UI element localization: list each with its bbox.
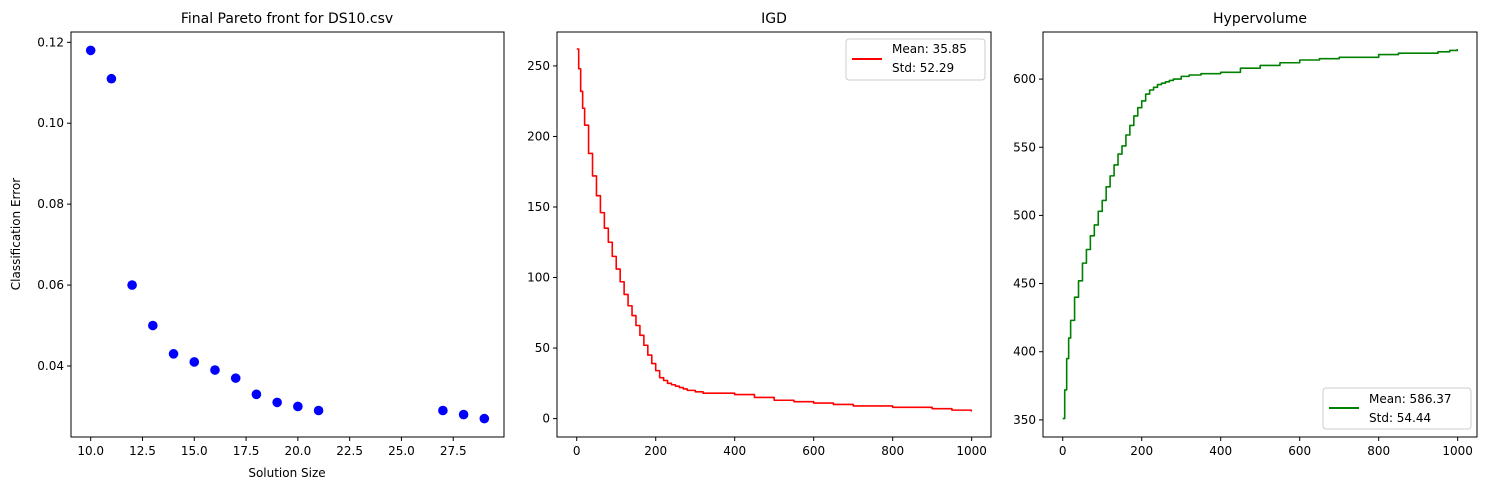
hypervolume-legend: Mean: 586.37 Std: 54.44	[1322, 387, 1472, 430]
hypervolume-legend-box	[1322, 387, 1472, 430]
hypervolume-xtick-label: 400	[1209, 444, 1232, 458]
hypervolume-ytick-label: 350	[1013, 413, 1036, 427]
hypervolume-legend-std: Std: 54.44	[1369, 411, 1431, 425]
hypervolume-ytick-label: 500	[1013, 208, 1036, 222]
hypervolume-axes-frame	[1042, 31, 1478, 438]
igd-ytick-label: 150	[527, 200, 550, 214]
pareto-xtick-label: 27.5	[440, 444, 467, 458]
hypervolume-xtick-label: 200	[1130, 444, 1153, 458]
pareto-point	[210, 365, 220, 375]
igd-ytick-label: 0	[542, 412, 550, 426]
igd-ytick-label: 250	[527, 59, 550, 73]
pareto-point	[148, 320, 158, 331]
igd-xtick-label: 800	[881, 444, 904, 458]
pareto-plot-area: 10.0 12.5 15.0 17.5 20.0 22.5 25.0 27.5 0.04 0.06…	[37, 35, 490, 458]
pareto-point	[189, 357, 200, 367]
hypervolume-xtick-label: 1000	[1442, 444, 1473, 458]
pareto-point	[479, 413, 490, 424]
hypervolume-ytick-label: 550	[1013, 140, 1036, 154]
igd-title: IGD	[761, 11, 787, 27]
hypervolume-title: Hypervolume	[1213, 11, 1307, 27]
pareto-point	[272, 397, 282, 408]
igd-ytick-label: 100	[527, 271, 550, 285]
igd-xtick-label: 1000	[956, 444, 987, 458]
igd-legend-std: Std: 52.29	[892, 61, 954, 75]
igd-panel: IGD 0 200 400 600 800 1000 0 50 100 150 200 250 Mea…	[527, 11, 992, 458]
igd-xtick-label: 600	[802, 444, 825, 458]
pareto-ylabel: Classification Error	[9, 178, 23, 291]
pareto-xtick-label: 15.0	[181, 444, 208, 458]
pareto-front-panel: Final Pareto front for DS10.csv 10.0 12.5…	[9, 11, 505, 480]
pareto-xtick-label: 17.5	[233, 444, 260, 458]
pareto-xlabel: Solution Size	[248, 466, 325, 480]
pareto-title: Final Pareto front for DS10.csv	[181, 11, 393, 27]
igd-ytick-label: 50	[535, 341, 550, 355]
pareto-xtick-label: 25.0	[388, 444, 415, 458]
pareto-point	[127, 280, 137, 290]
pareto-point	[85, 45, 96, 56]
igd-xtick-label: 400	[723, 444, 746, 458]
pareto-ytick-label: 0.08	[37, 197, 64, 211]
hypervolume-plot-area: 0 200 400 600 800 1000 350 400 450 500 550 600	[1013, 49, 1473, 458]
pareto-point	[458, 409, 469, 420]
pareto-xtick-label: 12.5	[129, 444, 156, 458]
hypervolume-xtick-label: 800	[1367, 444, 1390, 458]
hypervolume-panel: Hypervolume 0 200 400 600 800 1000 350 400 450 50…	[1013, 11, 1478, 458]
hypervolume-ytick-label: 450	[1013, 277, 1036, 291]
igd-xtick-label: 0	[573, 444, 581, 458]
pareto-ytick-label: 0.06	[37, 278, 64, 292]
pareto-axes-frame	[70, 31, 505, 438]
pareto-point	[168, 349, 179, 359]
pareto-xtick-label: 22.5	[336, 444, 363, 458]
pareto-ytick-label: 0.04	[37, 359, 64, 373]
pareto-ytick-label: 0.10	[37, 116, 64, 130]
pareto-point	[106, 73, 117, 84]
igd-series-line	[576, 48, 973, 412]
hypervolume-ytick-label: 600	[1013, 72, 1036, 86]
pareto-xtick-label: 20.0	[284, 444, 311, 458]
pareto-point	[230, 373, 241, 383]
pareto-point	[251, 389, 262, 400]
igd-legend-box	[845, 38, 986, 81]
hypervolume-xtick-label: 0	[1059, 444, 1067, 458]
pareto-ytick-label: 0.12	[37, 35, 64, 49]
pareto-point	[293, 401, 303, 412]
igd-legend-mean: Mean: 35.85	[892, 42, 967, 56]
hypervolume-legend-mean: Mean: 586.37	[1369, 392, 1452, 406]
igd-xtick-label: 200	[644, 444, 667, 458]
igd-legend: Mean: 35.85 Std: 52.29	[845, 38, 986, 81]
igd-plot-area: 0 200 400 600 800 1000 0 50 100 150 200 250	[527, 48, 987, 458]
hypervolume-series-line	[1062, 49, 1459, 420]
igd-ytick-label: 200	[527, 129, 550, 143]
igd-axes-frame	[556, 31, 992, 438]
hypervolume-xtick-label: 600	[1288, 444, 1311, 458]
pareto-point	[438, 405, 448, 416]
pareto-xtick-label: 10.0	[77, 444, 104, 458]
hypervolume-ytick-label: 400	[1013, 345, 1036, 359]
pareto-point	[313, 405, 324, 416]
